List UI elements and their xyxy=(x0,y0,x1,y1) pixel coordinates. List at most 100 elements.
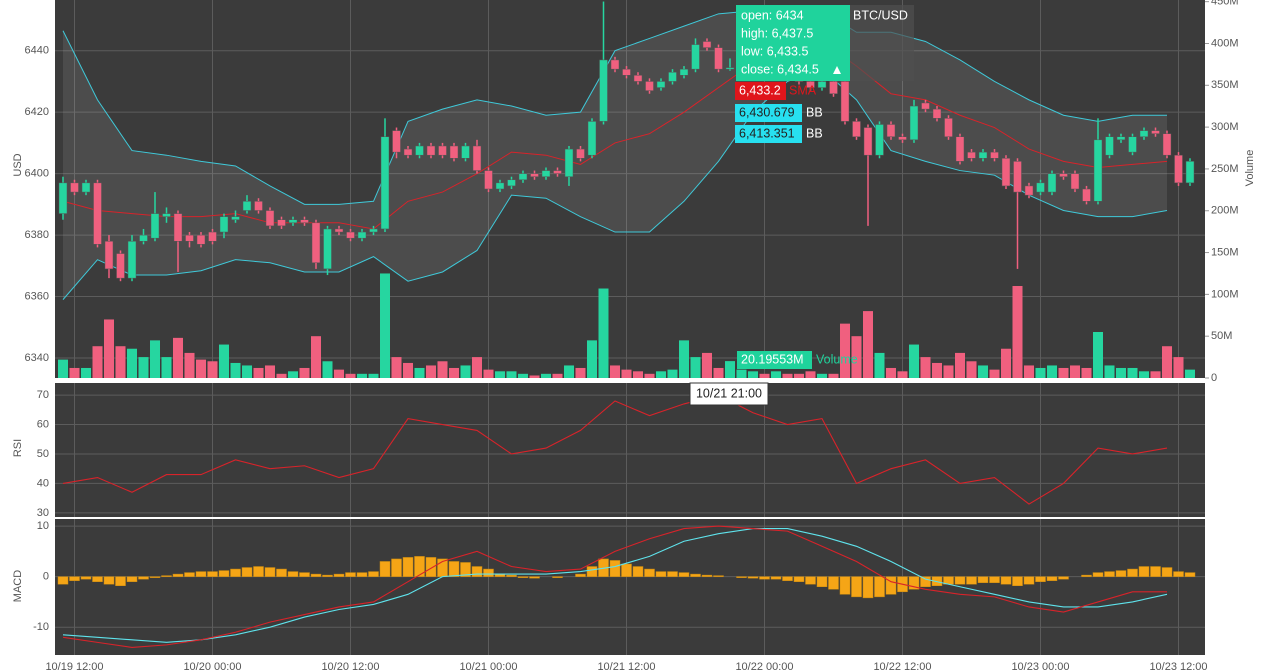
volume-bar xyxy=(541,373,551,378)
macd-histogram-bar xyxy=(885,576,897,595)
bb-name: BB xyxy=(806,105,823,119)
volume-bar xyxy=(506,371,517,378)
candle-body xyxy=(932,108,942,119)
candle-body xyxy=(346,231,355,239)
macd-histogram-bar xyxy=(1046,576,1058,581)
candle-body xyxy=(702,41,712,48)
x-tick-label: 10/21 12:00 xyxy=(597,661,655,670)
volume-bar xyxy=(1035,367,1046,378)
macd-histogram-bar xyxy=(805,576,816,585)
tooltip-high: high: 6,437.5 xyxy=(741,26,813,40)
candle-body xyxy=(978,151,988,159)
candle-body xyxy=(185,234,194,242)
macd-histogram-bar xyxy=(977,576,989,583)
volume-bar xyxy=(472,357,482,378)
macd-histogram-bar xyxy=(839,576,851,595)
candle-body xyxy=(472,145,482,171)
candle-body xyxy=(1185,161,1195,184)
y-tick-label: 6360 xyxy=(25,290,49,302)
volume-bar xyxy=(253,367,264,378)
volume-bar xyxy=(805,371,816,378)
candle-body xyxy=(104,240,114,270)
candle-body xyxy=(1001,158,1011,187)
volume-bar xyxy=(667,369,678,378)
volume-label: 20.19553M xyxy=(741,352,804,366)
volume-bar xyxy=(219,344,229,378)
volume-bar xyxy=(920,357,931,378)
candle-body xyxy=(645,81,654,91)
macd-histogram-bar xyxy=(80,576,92,580)
candle-body xyxy=(990,151,999,159)
macd-histogram-bar xyxy=(759,576,770,580)
macd-histogram-bar xyxy=(966,576,977,585)
volume-bar xyxy=(1116,367,1126,378)
macd-histogram-bar xyxy=(299,572,310,577)
candle-body xyxy=(1105,136,1114,156)
macd-histogram-bar xyxy=(333,573,345,577)
y2-tick-label: 100M xyxy=(1211,288,1239,300)
candle-body xyxy=(1151,130,1160,134)
volume-bar xyxy=(1024,365,1034,378)
candle-body xyxy=(495,182,505,190)
macd-histogram-bar xyxy=(1012,576,1023,586)
macd-histogram-bar xyxy=(276,568,287,577)
macd-histogram-bar xyxy=(483,568,494,577)
y-tick-label: 60 xyxy=(37,418,49,430)
volume-bar xyxy=(552,373,563,378)
volume-bar xyxy=(207,361,218,378)
tooltip-open: open: 6434 xyxy=(741,8,804,22)
candle-body xyxy=(484,170,493,190)
macd-histogram-bar xyxy=(736,576,747,578)
candle-body xyxy=(392,130,401,153)
macd-histogram-bar xyxy=(218,570,230,577)
volume-bar xyxy=(345,373,356,378)
bb-line xyxy=(62,68,1168,300)
sma-label-box xyxy=(735,82,786,100)
x-tick-label: 10/19 12:00 xyxy=(45,661,103,670)
candle-body xyxy=(242,201,252,211)
macd-histogram-bar xyxy=(1000,576,1012,585)
macd-histogram-bar xyxy=(92,576,103,582)
candle-body xyxy=(208,231,217,242)
volume-bar xyxy=(978,365,988,378)
candle-body xyxy=(725,67,735,70)
y-tick-label: 6380 xyxy=(25,229,49,241)
macd-histogram-bar xyxy=(954,576,966,585)
panel-background xyxy=(55,519,1205,655)
volume-bar xyxy=(322,361,333,378)
macd-histogram-bar xyxy=(713,575,724,577)
volume-bar xyxy=(1081,367,1092,378)
bb-line xyxy=(62,7,1167,205)
macd-histogram-bar xyxy=(1150,566,1161,577)
volume-bar xyxy=(403,362,413,378)
volume-bar xyxy=(575,367,586,378)
volume-bar xyxy=(828,373,839,378)
macd-histogram-bar xyxy=(460,562,471,577)
volume-bar xyxy=(242,365,252,378)
candle-body xyxy=(265,210,275,227)
macd-histogram-bar xyxy=(287,571,299,577)
macd-histogram-bar xyxy=(241,567,253,577)
candle-body xyxy=(507,179,516,187)
candle-body xyxy=(380,136,390,230)
macd-histogram-bar xyxy=(207,571,218,577)
volume-bar xyxy=(564,365,574,378)
volume-bar xyxy=(851,336,862,378)
volume-bar xyxy=(1070,365,1080,378)
volume-bar xyxy=(966,361,977,378)
candle-body xyxy=(633,75,643,82)
volume-bar xyxy=(265,365,275,378)
candle-body xyxy=(334,228,344,233)
volume-bar xyxy=(1001,348,1011,378)
macd-histogram-bar xyxy=(425,557,437,577)
macd-histogram-bar xyxy=(1104,571,1115,577)
volume-bar xyxy=(196,359,206,378)
bb-name: BB xyxy=(806,126,823,140)
candle-body xyxy=(196,234,206,245)
plot-area: 6340 6360 6380 6400 6420 6440 0 50M 100M 150M 200M… xyxy=(25,0,1239,670)
volume-name: Volume xyxy=(816,352,858,366)
macd-histogram-bar xyxy=(161,575,172,577)
hover-tooltip: open: 6434 high: 6,437.5 low: 6,433.5 cl… xyxy=(689,5,914,406)
volume-bar xyxy=(529,375,540,378)
x-tick-label: 10/20 00:00 xyxy=(183,661,241,670)
